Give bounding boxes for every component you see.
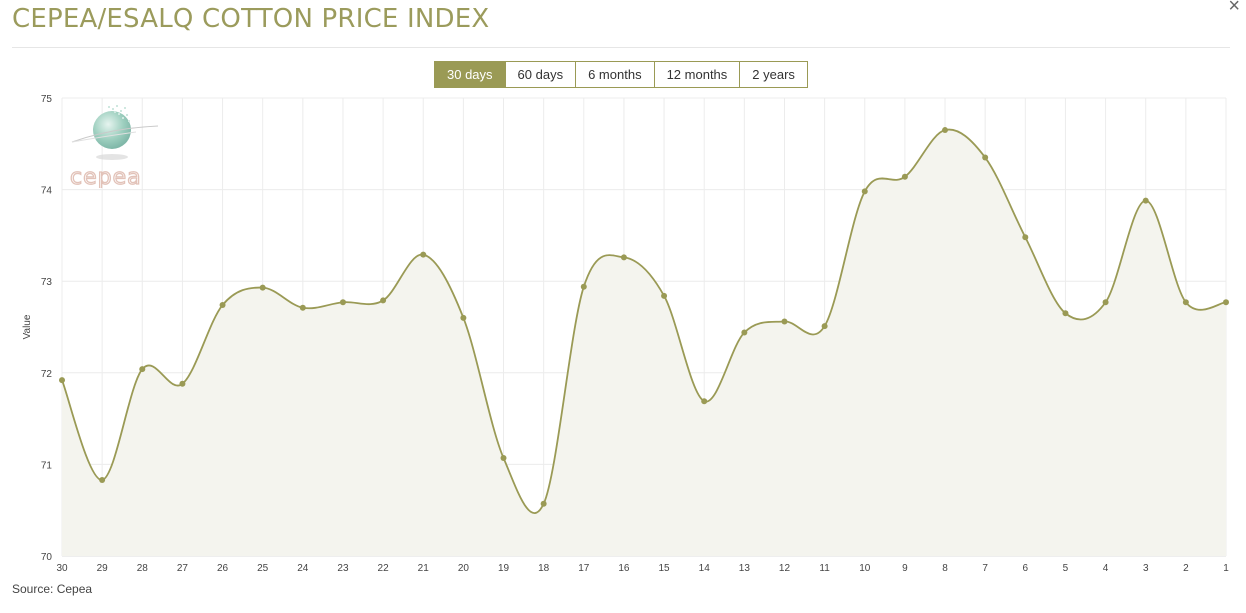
- tab-12-months[interactable]: 12 months: [653, 61, 741, 88]
- data-point: [380, 297, 387, 304]
- x-tick-label: 7: [982, 563, 988, 574]
- x-tick-label: 19: [498, 563, 510, 574]
- data-point: [620, 254, 627, 261]
- x-tick-label: 15: [659, 563, 671, 574]
- x-tick-label: 22: [378, 563, 390, 574]
- x-tick-label: 6: [1023, 563, 1029, 574]
- divider: [12, 47, 1230, 48]
- x-tick-label: 13: [739, 563, 751, 574]
- x-tick-label: 27: [177, 563, 189, 574]
- data-point: [420, 251, 427, 258]
- y-tick-label: 70: [41, 552, 53, 563]
- data-point: [219, 302, 226, 309]
- x-tick-label: 8: [942, 563, 948, 574]
- page-title: CEPEA/ESALQ COTTON PRICE INDEX: [12, 4, 490, 34]
- y-tick-label: 72: [41, 369, 53, 380]
- data-point: [460, 314, 467, 321]
- x-tick-label: 23: [337, 563, 349, 574]
- data-point: [861, 188, 868, 195]
- x-tick-label: 16: [618, 563, 630, 574]
- data-point: [982, 154, 989, 161]
- data-point: [339, 299, 346, 306]
- x-tick-label: 3: [1143, 563, 1149, 574]
- x-tick-label: 9: [902, 563, 908, 574]
- x-tick-label: 10: [859, 563, 871, 574]
- y-tick-label: 74: [41, 186, 53, 197]
- x-tick-label: 26: [217, 563, 229, 574]
- tab-2-years[interactable]: 2 years: [739, 61, 808, 88]
- tab-60-days[interactable]: 60 days: [504, 61, 577, 88]
- x-tick-label: 5: [1063, 563, 1069, 574]
- data-point: [259, 284, 266, 291]
- cepea-logo: cepea: [69, 105, 159, 188]
- data-point: [1062, 310, 1069, 317]
- x-tick-label: 20: [458, 563, 470, 574]
- y-tick-label: 73: [41, 277, 53, 288]
- data-point: [661, 292, 668, 299]
- series-area: [62, 129, 1226, 556]
- x-tick-label: 25: [257, 563, 269, 574]
- data-point: [1223, 299, 1229, 306]
- data-point: [741, 329, 748, 336]
- tab-6-months[interactable]: 6 months: [575, 61, 655, 88]
- x-tick-label: 29: [97, 563, 109, 574]
- data-point: [1142, 197, 1149, 204]
- x-tick-label: 1: [1223, 563, 1229, 574]
- x-tick-label: 18: [538, 563, 550, 574]
- data-point: [701, 398, 708, 405]
- data-point: [179, 380, 186, 387]
- y-tick-label: 75: [41, 94, 53, 105]
- data-point: [59, 377, 65, 384]
- range-tabs: 30 days 60 days 6 months 12 months 2 yea…: [434, 61, 808, 88]
- data-point: [299, 304, 306, 311]
- x-tick-label: 12: [779, 563, 791, 574]
- y-tick-label: 71: [41, 460, 53, 471]
- x-tick-label: 14: [699, 563, 711, 574]
- x-tick-label: 21: [418, 563, 430, 574]
- x-tick-label: 2: [1183, 563, 1189, 574]
- data-point: [1182, 299, 1189, 306]
- close-icon[interactable]: ×: [1228, 0, 1240, 17]
- data-point: [139, 366, 146, 373]
- x-tick-label: 17: [578, 563, 590, 574]
- x-tick-label: 28: [137, 563, 149, 574]
- data-point: [580, 283, 587, 290]
- data-point: [901, 173, 908, 180]
- x-tick-label: 11: [819, 563, 830, 574]
- x-tick-label: 30: [56, 563, 68, 574]
- y-axis-label: Value: [22, 314, 33, 339]
- x-tick-label: 4: [1103, 563, 1109, 574]
- data-point: [540, 500, 547, 507]
- data-point: [821, 323, 828, 330]
- source-note: Source: Cepea: [12, 582, 93, 596]
- data-point: [99, 476, 106, 483]
- data-point: [1022, 234, 1029, 241]
- data-point: [500, 454, 507, 461]
- data-point: [1102, 299, 1109, 306]
- data-point: [942, 127, 949, 134]
- data-point: [781, 318, 788, 325]
- logo-text: cepea: [70, 165, 142, 188]
- x-tick-label: 24: [297, 563, 309, 574]
- tab-30-days[interactable]: 30 days: [434, 61, 506, 88]
